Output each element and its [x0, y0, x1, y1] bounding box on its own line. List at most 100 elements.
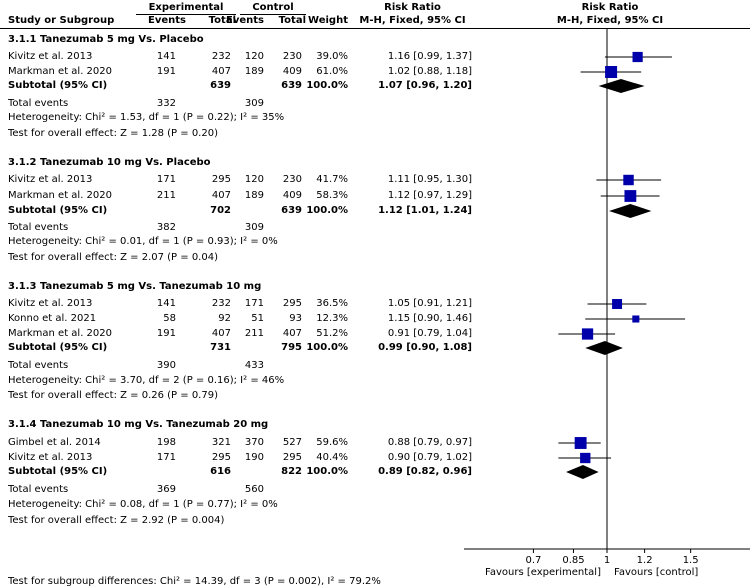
heterogeneity-text: Heterogeneity: Chi² = 1.53, df = 1 (P = … [8, 112, 285, 123]
heterogeneity-text: Heterogeneity: Chi² = 0.01, df = 1 (P = … [8, 236, 278, 247]
subtotal-diamond [598, 79, 645, 93]
study-name: Markman et al. 2020 [8, 328, 113, 339]
study-weight: 59.6% [316, 437, 348, 448]
subtotal-c-total: 795 [281, 342, 302, 353]
study-weight: 41.7% [316, 174, 348, 185]
study-marker [623, 174, 634, 186]
total-events-label: Total events [8, 98, 69, 109]
study-e-events: 58 [163, 313, 176, 324]
study-e-total: 407 [211, 328, 231, 339]
study-weight: 39.0% [316, 51, 348, 62]
header-experimental: Experimental [148, 2, 224, 13]
study-c-events: 189 [244, 66, 264, 77]
favours-experimental-label: Favours [experimental] [485, 567, 601, 578]
study-e-events: 171 [156, 452, 176, 463]
x-tick-label: 0.7 [525, 555, 541, 566]
study-weight: 51.2% [316, 328, 348, 339]
header-rr-method: M-H, Fixed, 95% CI [359, 15, 466, 26]
header-underline-control [240, 14, 306, 15]
study-weight: 40.4% [316, 452, 348, 463]
study-e-total: 407 [211, 190, 231, 201]
study-weight: 12.3% [316, 313, 348, 324]
total-events-c: 309 [244, 222, 264, 233]
study-name: Kivitz et al. 2013 [8, 298, 93, 309]
x-tick-label: 0.85 [562, 555, 584, 566]
overall-effect-text: Test for overall effect: Z = 0.26 (P = 0… [8, 390, 218, 401]
study-e-events: 141 [156, 51, 176, 62]
study-marker [574, 437, 587, 449]
study-weight: 58.3% [316, 190, 348, 201]
study-name: Kivitz et al. 2013 [8, 51, 93, 62]
header-total-experimental: Total [208, 15, 236, 26]
study-ci: 0.91 [0.79, 1.04] [387, 328, 472, 339]
heterogeneity-text: Heterogeneity: Chi² = 3.70, df = 2 (P = … [8, 375, 285, 386]
subtotal-ci: 0.89 [0.82, 0.96] [378, 466, 472, 477]
study-c-total: 295 [282, 298, 302, 309]
x-tick-label: 1.2 [637, 555, 653, 566]
study-ci: 1.16 [0.99, 1.37] [387, 51, 472, 62]
study-e-events: 191 [156, 328, 176, 339]
study-c-total: 93 [289, 313, 302, 324]
study-e-total: 295 [211, 452, 231, 463]
study-name: Kivitz et al. 2013 [8, 174, 93, 185]
subtotal-e-total: 639 [210, 80, 231, 91]
subtotal-e-total: 731 [210, 342, 231, 353]
subtotal-e-total: 616 [210, 466, 231, 477]
study-marker [612, 299, 623, 309]
study-e-events: 211 [156, 190, 176, 201]
study-marker [632, 315, 640, 323]
total-events-c: 309 [244, 98, 264, 109]
subtotal-diamond [566, 465, 599, 479]
subtotal-e-total: 702 [210, 205, 231, 216]
study-ci: 1.11 [0.95, 1.30] [387, 174, 472, 185]
study-marker [580, 452, 591, 464]
study-e-events: 171 [156, 174, 176, 185]
overall-effect-text: Test for overall effect: Z = 1.28 (P = 0… [8, 128, 218, 139]
subtotal-label: Subtotal (95% CI) [8, 80, 108, 91]
subtotal-c-total: 639 [281, 205, 302, 216]
study-name: Markman et al. 2020 [8, 190, 113, 201]
subtotal-ci: 1.07 [0.96, 1.20] [378, 80, 472, 91]
header-weight: Weight [308, 15, 348, 26]
study-c-total: 407 [282, 328, 302, 339]
study-e-events: 191 [156, 66, 176, 77]
header-plot-method: M-H, Fixed, 95% CI [556, 15, 664, 26]
study-e-events: 198 [156, 437, 176, 448]
total-events-label: Total events [8, 484, 69, 495]
header-plot-title: Risk Ratio [581, 2, 639, 13]
total-events-label: Total events [8, 360, 69, 371]
study-name: Gimbel et al. 2014 [8, 437, 101, 448]
study-weight: 36.5% [316, 298, 348, 309]
study-c-total: 230 [282, 51, 302, 62]
header-underline-experimental [136, 14, 236, 15]
study-c-events: 51 [251, 313, 264, 324]
group-title: 3.1.1 Tanezumab 5 mg Vs. Placebo [8, 34, 204, 45]
study-e-total: 232 [211, 51, 231, 62]
group-title: 3.1.2 Tanezumab 10 mg Vs. Placebo [8, 157, 211, 168]
study-marker [581, 328, 594, 340]
subtotal-weight: 100.0% [306, 466, 348, 477]
study-c-events: 120 [244, 51, 264, 62]
subtotal-ci: 1.12 [1.01, 1.24] [378, 205, 472, 216]
header-study-or-subgroup: Study or Subgroup [8, 15, 115, 26]
study-marker [605, 66, 618, 78]
header-total-control: Total [278, 15, 306, 26]
x-tick-label: 1 [604, 555, 610, 566]
heterogeneity-text: Heterogeneity: Chi² = 0.08, df = 1 (P = … [8, 499, 278, 510]
study-name: Kivitz et al. 2013 [8, 452, 93, 463]
study-ci: 1.15 [0.90, 1.46] [387, 313, 472, 324]
study-e-events: 141 [156, 298, 176, 309]
favours-control-label: Favours [control] [614, 567, 699, 578]
study-c-total: 409 [282, 66, 302, 77]
x-tick-label: 1.5 [683, 555, 699, 566]
study-ci: 0.88 [0.79, 0.97] [387, 437, 472, 448]
header-control: Control [252, 2, 294, 13]
study-e-total: 407 [211, 66, 231, 77]
subgroup-differences-text: Test for subgroup differences: Chi² = 14… [8, 576, 381, 587]
group-title: 3.1.4 Tanezumab 10 mg Vs. Tanezumab 20 m… [8, 419, 269, 430]
study-ci: 1.12 [0.97, 1.29] [387, 190, 472, 201]
study-e-total: 232 [211, 298, 231, 309]
overall-effect-text: Test for overall effect: Z = 2.07 (P = 0… [8, 252, 218, 263]
study-name: Konno et al. 2021 [8, 313, 97, 324]
subtotal-weight: 100.0% [306, 205, 348, 216]
